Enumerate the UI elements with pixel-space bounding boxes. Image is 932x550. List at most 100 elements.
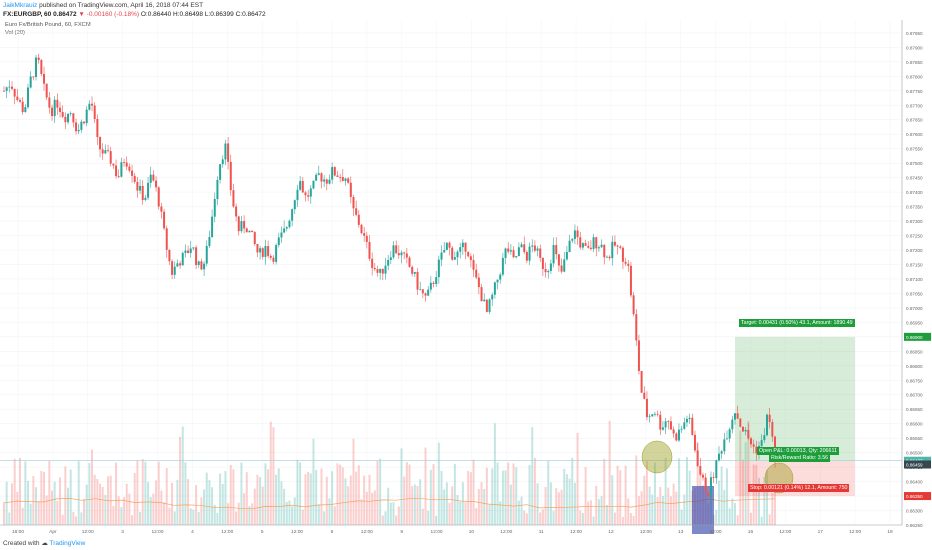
- y-tick-label: 0.86750: [906, 378, 923, 383]
- candle-body: [157, 187, 160, 207]
- candle-body: [661, 427, 664, 430]
- symbol-label: FX:EURGBP, 60: [3, 11, 52, 18]
- volume-bar: [600, 496, 603, 525]
- candle-body: [656, 413, 659, 415]
- volume-bar: [715, 509, 718, 525]
- volume-bar: [112, 505, 115, 525]
- footer: Created with ☁ TradingView: [3, 539, 85, 547]
- candle-body: [91, 103, 94, 106]
- volume-bar: [565, 474, 568, 525]
- candle-body: [507, 248, 510, 252]
- candle-body: [741, 426, 744, 432]
- volume-bar: [77, 461, 80, 525]
- volume-bar: [344, 478, 347, 525]
- volume-bar: [19, 457, 22, 525]
- candle-body: [453, 257, 456, 260]
- candle-body: [715, 460, 718, 479]
- volume-bar: [251, 503, 254, 525]
- volume-bar: [549, 482, 552, 525]
- candle-body: [672, 429, 675, 434]
- volume-bar: [477, 489, 480, 525]
- volume-bar: [456, 494, 459, 525]
- volume-bar: [43, 472, 46, 525]
- volume-bar: [464, 502, 467, 525]
- volume-bar: [139, 511, 142, 525]
- candle-body: [189, 248, 192, 253]
- volume-bar: [741, 459, 744, 525]
- volume-bar: [53, 481, 56, 525]
- candle-body: [464, 242, 467, 252]
- volume-bar: [131, 515, 134, 525]
- volume-bar: [475, 508, 478, 525]
- volume-bar: [83, 498, 86, 525]
- volume-bar: [245, 472, 248, 525]
- candle-body: [48, 97, 51, 108]
- candle-body: [437, 259, 440, 278]
- candle-body: [280, 232, 283, 238]
- volume-bar: [320, 468, 323, 525]
- volume-bar: [531, 427, 534, 525]
- volume-bar: [264, 463, 267, 525]
- volume-bar: [232, 469, 235, 525]
- volume-bar: [483, 489, 486, 525]
- volume-bar: [144, 461, 147, 525]
- candle-body: [613, 241, 616, 246]
- volume-bar: [120, 507, 123, 525]
- candle-body: [717, 453, 720, 461]
- candle-body: [725, 438, 728, 440]
- x-tick-label: 12:00: [221, 529, 233, 535]
- candle-body: [165, 228, 168, 250]
- candle-body: [205, 245, 208, 264]
- candle-body: [13, 88, 16, 97]
- candle-body: [765, 414, 768, 436]
- candle-body: [515, 256, 518, 258]
- y-tick-label: 0.87000: [906, 306, 923, 311]
- price-chart[interactable]: 0.87950 0.87900 0.87850 0.87800 0.87750 0.877…: [0, 20, 932, 535]
- candle-body: [552, 245, 555, 264]
- candle-body: [357, 214, 360, 225]
- candle-body: [283, 228, 286, 233]
- candle-body: [149, 174, 152, 183]
- candle-body: [707, 492, 710, 497]
- volume-bar: [675, 491, 678, 525]
- author-link[interactable]: JaikMkrauiz: [3, 2, 38, 9]
- candle-body: [571, 238, 574, 241]
- volume-bar: [48, 460, 51, 525]
- volume-bar: [307, 471, 310, 525]
- x-tick-label: 12:00: [849, 529, 861, 535]
- candle-body: [493, 282, 496, 295]
- volume-bar: [35, 487, 38, 525]
- candle-body: [325, 179, 328, 184]
- publish-header: JaikMkrauiz published on TradingView.com…: [3, 1, 203, 10]
- volume-bar: [731, 498, 734, 525]
- volume-bar: [203, 489, 206, 525]
- volume-bar: [40, 471, 43, 525]
- volume-bar: [443, 489, 446, 525]
- candle-body: [237, 216, 240, 232]
- price-axis: 0.87950 0.87900 0.87850 0.87800 0.87750 0.877…: [901, 20, 931, 528]
- volume-bar: [352, 438, 355, 525]
- y-tick-label: 0.87550: [906, 147, 923, 152]
- volume-bar: [437, 442, 440, 525]
- candle-body: [72, 113, 75, 123]
- candle-body: [445, 242, 448, 251]
- volume-bar: [288, 500, 291, 525]
- volume-bar: [496, 462, 499, 525]
- volume-bar: [624, 465, 627, 525]
- volume-bar: [173, 511, 176, 525]
- volume-bar: [93, 474, 96, 525]
- candle-body: [424, 293, 427, 296]
- candle-body: [144, 197, 147, 200]
- volume-bar: [317, 504, 320, 525]
- volume-bar: [373, 490, 376, 525]
- volume-bar: [736, 515, 739, 525]
- candle-body: [499, 274, 502, 280]
- candle-body: [35, 57, 38, 77]
- volume-bar: [331, 471, 334, 525]
- volume-bar: [128, 493, 131, 525]
- volume-bar: [275, 474, 278, 525]
- tradingview-link[interactable]: TradingView: [49, 540, 86, 547]
- candle-body: [93, 105, 96, 119]
- volume-bar: [21, 507, 24, 525]
- volume-bar: [659, 486, 662, 525]
